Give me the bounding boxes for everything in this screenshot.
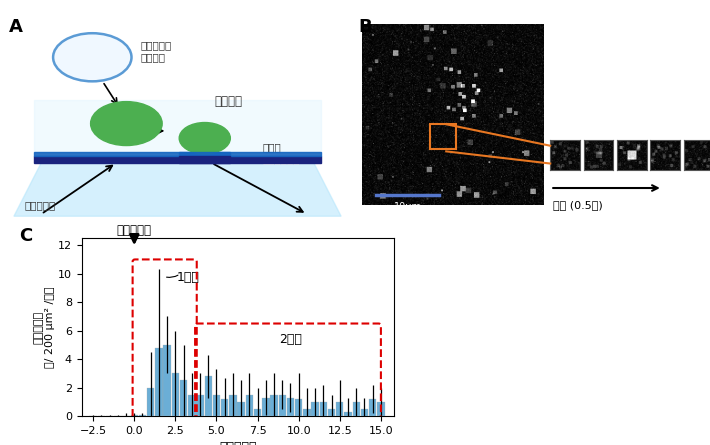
Bar [155, 348, 163, 416]
Bar [262, 397, 270, 416]
Bar [287, 397, 294, 416]
Bar [229, 395, 236, 416]
Bar [237, 402, 245, 416]
Bar [172, 373, 179, 416]
Bar [34, 156, 321, 163]
Polygon shape [14, 163, 341, 216]
Text: C: C [19, 227, 33, 245]
Bar [213, 395, 220, 416]
Bar [180, 380, 187, 416]
Bar [188, 395, 195, 416]
Bar [369, 399, 376, 416]
Text: 開口放出: 開口放出 [214, 95, 243, 108]
Bar [353, 402, 360, 416]
Text: A: A [9, 17, 23, 36]
Bar [295, 399, 302, 416]
Bar [197, 395, 204, 416]
Y-axis label: イベント数
（/ 200 μm² /分）: イベント数 （/ 200 μm² /分） [33, 286, 55, 368]
Bar [34, 152, 321, 156]
Bar [430, 124, 456, 150]
Bar [271, 395, 278, 416]
Bar [204, 376, 212, 416]
Bar [179, 152, 230, 156]
Bar [34, 100, 321, 152]
Bar [131, 415, 138, 416]
Text: 2相目: 2相目 [279, 333, 302, 347]
Circle shape [91, 101, 162, 146]
Bar [361, 409, 368, 416]
Circle shape [179, 122, 230, 154]
Bar [344, 412, 351, 416]
Bar [336, 402, 344, 416]
Bar [254, 409, 261, 416]
Bar [278, 395, 286, 416]
Text: B: B [359, 18, 372, 36]
Bar [179, 156, 230, 163]
Bar [221, 399, 229, 416]
X-axis label: 時間（分）: 時間（分） [219, 441, 256, 445]
Text: 10μm: 10μm [394, 202, 422, 212]
Bar [312, 402, 319, 416]
Text: 1相目: 1相目 [177, 271, 200, 284]
Text: 細胞膜: 細胞膜 [263, 142, 281, 152]
Bar [303, 409, 310, 416]
Bar [246, 395, 253, 416]
Text: 時間 (0.5秒): 時間 (0.5秒) [553, 200, 603, 210]
Bar [138, 415, 146, 416]
Bar [328, 409, 335, 416]
Text: インスリン
分泌小胞: インスリン 分泌小胞 [140, 40, 171, 62]
Bar [377, 402, 385, 416]
Circle shape [53, 33, 131, 81]
Text: レーザー光: レーザー光 [24, 200, 55, 210]
Bar [163, 345, 171, 416]
Text: グルコース: グルコース [116, 224, 152, 237]
Bar [320, 402, 327, 416]
Bar [147, 388, 154, 416]
Text: カバーグラス: カバーグラス [263, 154, 300, 164]
